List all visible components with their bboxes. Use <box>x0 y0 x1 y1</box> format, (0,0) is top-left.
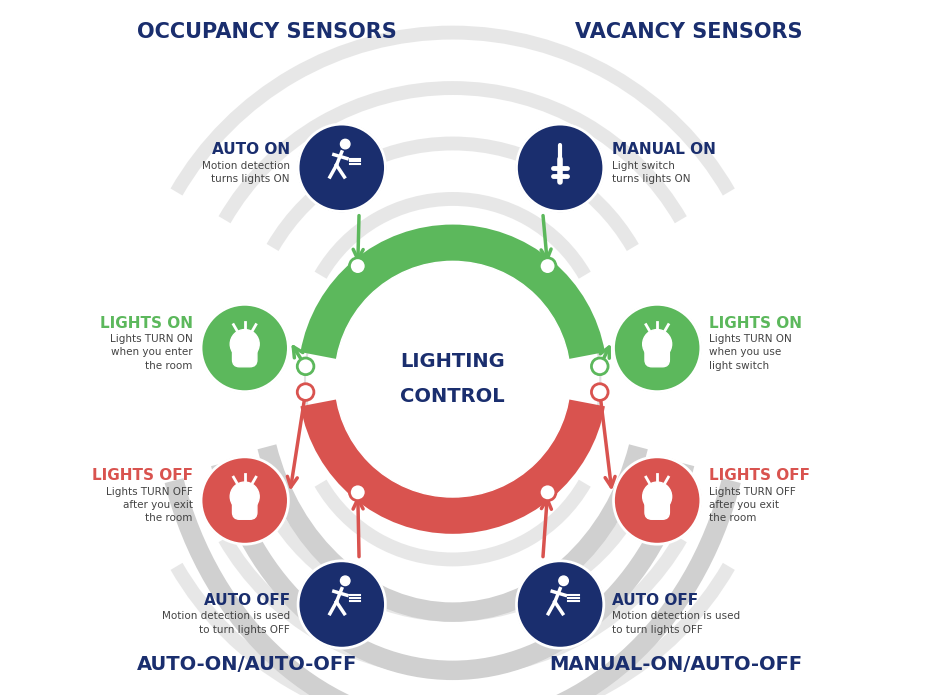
Text: CONTROL: CONTROL <box>400 387 505 406</box>
Circle shape <box>643 482 672 511</box>
Circle shape <box>516 561 603 648</box>
Text: Motion detection is used
to turn lights OFF: Motion detection is used to turn lights … <box>612 611 740 635</box>
Circle shape <box>540 484 556 500</box>
Circle shape <box>340 139 350 149</box>
Circle shape <box>201 304 289 392</box>
Circle shape <box>350 484 366 500</box>
Circle shape <box>614 457 701 544</box>
FancyBboxPatch shape <box>232 344 257 367</box>
Text: Motion detection is used
to turn lights OFF: Motion detection is used to turn lights … <box>162 611 290 635</box>
Circle shape <box>297 383 314 400</box>
Text: AUTO OFF: AUTO OFF <box>204 593 290 608</box>
Circle shape <box>643 330 672 358</box>
Text: VACANCY SENSORS: VACANCY SENSORS <box>575 22 803 42</box>
Text: LIGHTS ON: LIGHTS ON <box>100 316 193 331</box>
Circle shape <box>230 482 259 511</box>
Text: AUTO ON: AUTO ON <box>212 143 290 157</box>
Text: MANUAL-ON/AUTO-OFF: MANUAL-ON/AUTO-OFF <box>550 655 803 674</box>
Text: Motion detection
turns lights ON: Motion detection turns lights ON <box>202 161 290 184</box>
Text: MANUAL ON: MANUAL ON <box>612 143 716 157</box>
FancyBboxPatch shape <box>645 344 669 367</box>
Circle shape <box>591 358 608 374</box>
Circle shape <box>614 304 701 392</box>
Text: Lights TURN OFF
after you exit
the room: Lights TURN OFF after you exit the room <box>709 487 796 523</box>
Circle shape <box>350 258 366 274</box>
Circle shape <box>340 576 350 585</box>
Circle shape <box>591 383 608 400</box>
Circle shape <box>298 124 385 212</box>
Text: AUTO OFF: AUTO OFF <box>612 593 698 608</box>
Text: AUTO-ON/AUTO-OFF: AUTO-ON/AUTO-OFF <box>137 655 357 674</box>
Text: LIGHTS OFF: LIGHTS OFF <box>92 468 193 483</box>
Circle shape <box>298 561 385 648</box>
Text: LIGHTS ON: LIGHTS ON <box>709 316 802 331</box>
Text: LIGHTS OFF: LIGHTS OFF <box>709 468 810 483</box>
Circle shape <box>540 258 556 274</box>
Text: Light switch
turns lights ON: Light switch turns lights ON <box>612 161 691 184</box>
Text: Lights TURN ON
when you enter
the room: Lights TURN ON when you enter the room <box>110 334 193 370</box>
Circle shape <box>297 358 314 374</box>
Text: Lights TURN OFF
after you exit
the room: Lights TURN OFF after you exit the room <box>106 487 193 523</box>
FancyBboxPatch shape <box>645 496 669 519</box>
Text: OCCUPANCY SENSORS: OCCUPANCY SENSORS <box>137 22 397 42</box>
Text: Lights TURN ON
when you use
light switch: Lights TURN ON when you use light switch <box>709 334 791 370</box>
Text: LIGHTING: LIGHTING <box>400 352 505 372</box>
FancyBboxPatch shape <box>232 496 257 519</box>
Circle shape <box>335 261 571 497</box>
Circle shape <box>559 576 569 585</box>
Circle shape <box>230 330 259 358</box>
Circle shape <box>516 124 603 212</box>
Circle shape <box>201 457 289 544</box>
